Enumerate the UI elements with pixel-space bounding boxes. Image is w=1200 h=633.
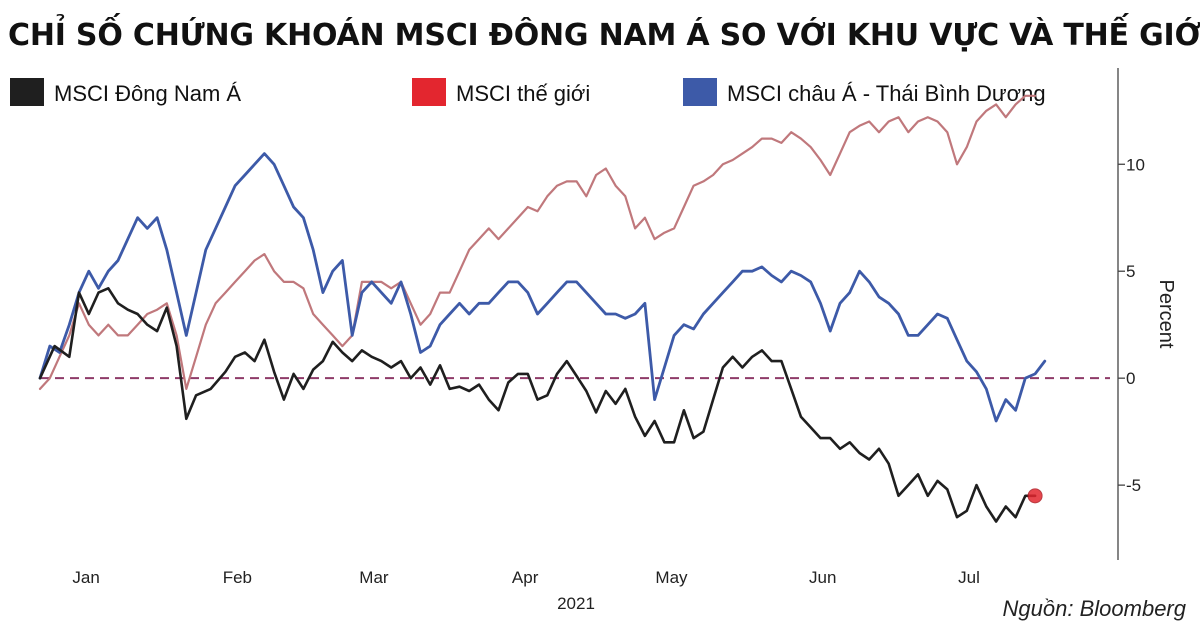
series-line-3	[38, 152, 1047, 423]
y-tick-label: -5	[1126, 476, 1141, 495]
legend-label-1: MSCI Đông Nam Á	[54, 81, 241, 106]
x-tick-label: May	[655, 568, 688, 587]
series-line-2	[38, 94, 1037, 390]
series-line-1	[38, 287, 1037, 523]
y-axis-title: Percent	[1155, 280, 1177, 349]
legend: MSCI Đông Nam Á MSCI thế giới MSCI châu Á …	[10, 78, 1046, 106]
y-tick-label: 0	[1126, 369, 1135, 388]
x-axis-label: 2021	[557, 594, 595, 613]
axes: 10 5 0 -5 Percent Jan Feb Mar Apr May Jun Jul 2021	[72, 68, 1177, 613]
x-tick-label: Apr	[512, 568, 539, 587]
x-tick-label: Jun	[809, 568, 836, 587]
x-tick-label: Jan	[72, 568, 99, 587]
y-tick-label: 10	[1126, 155, 1145, 174]
legend-label-2: MSCI thế giới	[456, 81, 590, 106]
x-tick-label: Jul	[958, 568, 980, 587]
y-tick-label: 5	[1126, 262, 1135, 281]
series-layer	[38, 94, 1047, 523]
x-tick-label: Feb	[223, 568, 252, 587]
legend-label-3: MSCI châu Á - Thái Bình Dương	[727, 81, 1046, 106]
x-tick-label: Mar	[359, 568, 389, 587]
source-note: Nguồn: Bloomberg	[1002, 596, 1186, 621]
end-point-marker	[1027, 488, 1043, 504]
legend-swatch-2	[412, 78, 446, 106]
legend-swatch-1	[10, 78, 44, 106]
legend-swatch-3	[683, 78, 717, 106]
chart-title: CHỈ SỐ CHỨNG KHOÁN MSCI ĐÔNG NAM Á SO VỚ…	[8, 18, 1200, 53]
